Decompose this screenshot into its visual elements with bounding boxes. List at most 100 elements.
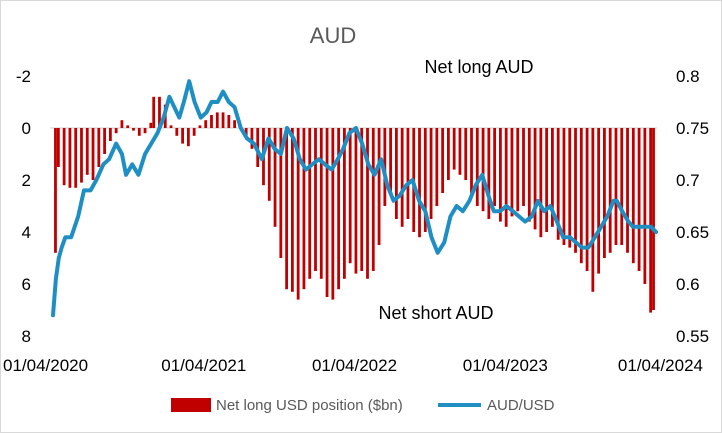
right-tick-label: 0.6 (676, 275, 700, 294)
right-tick-label: 0.75 (676, 119, 709, 138)
bar (458, 128, 462, 175)
x-tick-label: 01/04/2023 (463, 356, 548, 375)
bar (221, 112, 225, 128)
bar (418, 128, 421, 238)
bar (308, 128, 312, 279)
bar (487, 128, 491, 219)
bar (108, 128, 112, 141)
bar (441, 128, 445, 193)
x-tick-label: 01/04/2022 (312, 356, 397, 375)
bar (267, 128, 271, 201)
bar (337, 128, 341, 290)
right-tick-label: 0.7 (676, 171, 700, 190)
bar (175, 128, 179, 136)
aud-usd-line (51, 79, 658, 318)
bar (574, 128, 577, 253)
bar (562, 128, 566, 245)
bar (394, 128, 398, 219)
bar (429, 128, 433, 219)
bar (545, 128, 549, 232)
bar (377, 128, 381, 245)
bar (354, 128, 358, 274)
right-tick-label: 0.8 (676, 67, 700, 86)
right-tick-label: 0.65 (676, 223, 709, 242)
bar (470, 128, 473, 193)
bar (204, 120, 208, 128)
left-tick-label: 0 (22, 119, 31, 138)
bar (551, 128, 554, 227)
legend-bar-label: Net long USD position ($bn) (216, 397, 403, 414)
bar (579, 128, 583, 264)
bar (215, 112, 219, 128)
bar (192, 128, 196, 136)
x-tick-label: 01/04/2024 (618, 356, 703, 375)
bar (400, 128, 404, 227)
annotation-net-short: Net short AUD (378, 303, 493, 323)
bar (80, 128, 83, 183)
bar (210, 115, 213, 128)
bar (371, 128, 375, 271)
left-tick-label: 6 (22, 275, 31, 294)
bar (126, 125, 130, 128)
bar (481, 128, 485, 212)
bar (273, 128, 277, 227)
bar (342, 128, 346, 279)
bar (533, 128, 537, 230)
bar (389, 128, 393, 193)
bar (279, 128, 283, 258)
bar (603, 128, 606, 258)
x-axis-ticks: 01/04/2020 01/04/2021 01/04/2022 01/04/2023… (3, 356, 703, 375)
bar (302, 128, 306, 290)
left-tick-label: 4 (22, 223, 31, 242)
bar (539, 128, 543, 238)
bar (91, 128, 95, 180)
bar (447, 128, 450, 180)
bar (56, 128, 60, 167)
bar (169, 125, 173, 128)
bar (406, 128, 410, 219)
right-tick-label: 0.55 (676, 327, 709, 346)
bar (504, 128, 508, 227)
bar (423, 128, 427, 232)
bar (325, 128, 329, 297)
bar (556, 128, 560, 240)
bar (614, 128, 618, 245)
bar (68, 128, 72, 188)
bar (510, 128, 514, 217)
bar (475, 128, 479, 206)
bar (620, 128, 624, 245)
bar (631, 128, 635, 264)
bar (585, 128, 589, 271)
bar (597, 128, 601, 274)
bar (85, 128, 89, 175)
bar (244, 128, 248, 136)
bar (499, 128, 502, 222)
bar (181, 128, 184, 144)
legend-line-label: AUD/USD (487, 397, 555, 414)
bar (114, 128, 118, 134)
bar (290, 128, 294, 292)
left-tick-label: 2 (22, 171, 31, 190)
bar (591, 128, 595, 292)
bar (464, 128, 468, 180)
bar (331, 128, 335, 300)
bar (643, 128, 647, 284)
bar (637, 128, 641, 271)
bar (522, 128, 525, 206)
bar (132, 128, 135, 131)
left-tick-label: -2 (16, 67, 31, 86)
bar (608, 128, 612, 253)
bar (314, 128, 317, 271)
bar (186, 128, 190, 147)
bar (348, 128, 352, 264)
bar (198, 125, 202, 128)
bar (54, 128, 57, 253)
bar (120, 120, 124, 128)
bar (366, 128, 369, 279)
bar (103, 128, 106, 154)
bar (452, 128, 456, 170)
chart-title: AUD (310, 23, 356, 48)
bar (137, 128, 141, 136)
